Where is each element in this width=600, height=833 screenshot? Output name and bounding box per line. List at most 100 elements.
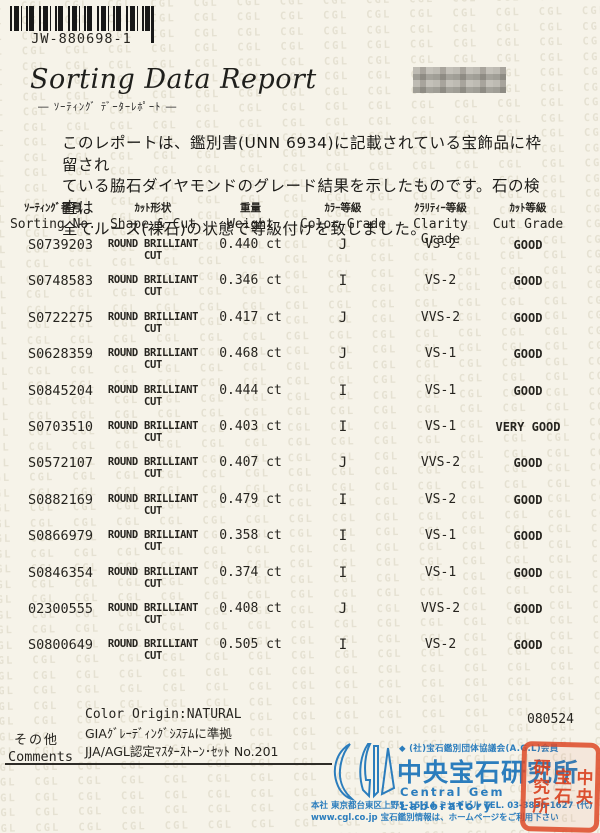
barcode-guard-bar	[151, 6, 154, 43]
cell-shape-cut: ROUND BRILLIANT CUT	[107, 601, 199, 626]
cell-clarity-grade: VS-2	[424, 491, 457, 507]
cell-color-grade: I	[338, 491, 348, 508]
column-header-shape-cut: ｶｯﾄ形状 Shape & Cut	[109, 202, 197, 232]
cell-weight: 0.440 ct	[219, 237, 282, 252]
cell-color-grade: J	[338, 455, 348, 472]
cell-weight: 0.417 ct	[219, 309, 282, 325]
cell-color-grade: I	[338, 418, 348, 435]
column-header-cut-grade: ｶｯﾄ等級 Cut Grade	[492, 202, 564, 232]
table-row: S0882169 ROUND BRILLIANT CUT 0.479 ct I …	[8, 492, 568, 528]
cell-shape-cut: ROUND BRILLIANT CUT	[107, 492, 199, 517]
cell-sorting-no: S0846354	[28, 564, 94, 581]
comments-label-jp: その他	[14, 733, 60, 748]
date-code: 080524	[527, 712, 574, 727]
table-body: S0739203 ROUND BRILLIANT CUT 0.440 ct J …	[8, 237, 568, 674]
cell-clarity-grade: VS-1	[424, 528, 457, 544]
lab-name-jp: 中央宝石研究所	[397, 758, 580, 787]
cell-color-grade: I	[338, 528, 348, 545]
cell-cut-grade: GOOD	[513, 310, 543, 325]
cell-cut-grade: GOOD	[513, 601, 543, 616]
table-row: S0800649 ROUND BRILLIANT CUT 0.505 ct I …	[8, 637, 568, 673]
cell-shape-cut: ROUND BRILLIANT CUT	[107, 456, 199, 481]
comments-label-en: Comments	[8, 749, 74, 765]
column-header-weight: 重量 Weight	[227, 202, 274, 232]
cell-cut-grade: GOOD	[513, 383, 543, 398]
intro-line: このレポートは、鑑別書(UNN 6934)に記載されている宝飾品に枠留され	[62, 134, 542, 174]
cell-weight: 0.358 ct	[219, 528, 282, 544]
table-header-row: ｿｰﾃｨﾝｸﾞ番号 Sorting No. ｶｯﾄ形状 Shape & Cut …	[8, 200, 568, 247]
cell-clarity-grade: VS-2	[424, 637, 457, 653]
cell-color-grade: J	[338, 600, 348, 617]
association-line: ◆ (社)宝石鑑別団体協議会(A.G.L)会員	[399, 742, 559, 754]
cell-cut-grade: GOOD	[513, 529, 543, 544]
table-row: S0845204 ROUND BRILLIANT CUT 0.444 ct I …	[8, 383, 568, 419]
cell-sorting-no: S0866979	[28, 528, 94, 545]
column-header-sorting-no: ｿｰﾃｨﾝｸﾞ番号 Sorting No.	[9, 202, 97, 232]
cell-clarity-grade: VS-1	[424, 382, 457, 398]
page-subtitle: ― ｿｰﾃｨﾝｸﾞ ﾃﾞｰﾀｰﾚﾎﾟｰﾄ ―	[38, 101, 178, 113]
cell-color-grade: I	[338, 382, 348, 399]
association-text: (社)宝石鑑別団体協議会(A.G.L)会員	[409, 744, 559, 754]
cell-cut-grade: GOOD	[513, 347, 543, 362]
cell-clarity-grade: VVS-2	[420, 309, 461, 325]
barcode	[10, 6, 153, 31]
cell-clarity-grade: VS-2	[424, 273, 457, 289]
cell-shape-cut: ROUND BRILLIANT CUT	[107, 238, 199, 262]
cell-color-grade: J	[338, 309, 348, 326]
cell-sorting-no: 02300555	[28, 600, 94, 617]
gia-grading-note: GIAｸﾞﾚｰﾃﾞｨﾝｸﾞｼｽﾃﾑに準拠	[85, 726, 232, 741]
cell-clarity-grade: VS-2	[424, 237, 457, 252]
lab-address: 本社 東京都台東区上野5-15-14 ミヤギビル TEL. 03-3836-16…	[311, 801, 593, 811]
barcode-label: JW-880698-1	[31, 31, 132, 47]
column-header-color-grade: ｶﾗｰ等級 Color Grade	[299, 202, 387, 232]
cell-weight: 0.403 ct	[219, 418, 282, 434]
table-row: S0846354 ROUND BRILLIANT CUT 0.374 ct I …	[8, 565, 568, 601]
cell-sorting-no: S0703510	[28, 418, 94, 435]
cell-cut-grade: GOOD	[513, 492, 543, 507]
table-row: S0739203 ROUND BRILLIANT CUT 0.440 ct J …	[8, 237, 568, 273]
cell-color-grade: J	[338, 237, 348, 253]
cell-shape-cut: ROUND BRILLIANT CUT	[107, 638, 199, 663]
cell-weight: 0.505 ct	[219, 637, 282, 653]
cell-sorting-no: S0748583	[28, 273, 94, 290]
cell-weight: 0.408 ct	[219, 600, 282, 616]
seal-column: 宝石	[550, 767, 572, 807]
table-row: S0703510 ROUND BRILLIANT CUT 0.403 ct I …	[8, 419, 568, 455]
lab-name-en: Central Gem Laboratory	[400, 785, 505, 813]
cell-shape-cut: ROUND BRILLIANT CUT	[107, 383, 199, 408]
cell-shape-cut: ROUND BRILLIANT CUT	[107, 347, 199, 372]
column-header-clarity-grade: ｸﾗﾘﾃｨｰ等級 Clarity Grade	[413, 202, 468, 247]
cell-cut-grade: GOOD	[513, 274, 543, 289]
cell-clarity-grade: VS-1	[424, 418, 457, 434]
cell-sorting-no: S0800649	[28, 637, 94, 654]
cell-shape-cut: ROUND BRILLIANT CUT	[107, 565, 199, 590]
red-lab-seal: 中央 宝石 研究所	[519, 740, 600, 833]
cell-weight: 0.479 ct	[219, 491, 282, 507]
agl-diamond-icon: ◆	[399, 744, 406, 754]
cell-shape-cut: ROUND BRILLIANT CUT	[107, 310, 199, 335]
cell-sorting-no: S0845204	[28, 382, 94, 399]
cell-shape-cut: ROUND BRILLIANT CUT	[107, 419, 199, 444]
seal-column: 中央	[571, 768, 593, 807]
page-title: Sorting Data Report	[30, 64, 317, 95]
cell-shape-cut: ROUND BRILLIANT CUT	[107, 274, 199, 299]
cell-sorting-no: S0628359	[28, 346, 94, 363]
cell-sorting-no: S0572107	[28, 455, 94, 472]
cell-weight: 0.346 ct	[219, 273, 282, 289]
cell-clarity-grade: VVS-2	[420, 455, 461, 471]
table-row: 02300555 ROUND BRILLIANT CUT 0.408 ct J …	[8, 601, 568, 637]
cell-weight: 0.374 ct	[219, 564, 282, 580]
comments-underline	[5, 763, 332, 765]
table-row: S0748583 ROUND BRILLIANT CUT 0.346 ct I …	[8, 273, 568, 309]
intro-line: ている脇石ダイヤモンドのグレード結果を示したものです。石の検査は	[62, 177, 540, 217]
cell-weight: 0.407 ct	[219, 455, 282, 471]
table-row: S0572107 ROUND BRILLIANT CUT 0.407 ct J …	[8, 455, 568, 491]
table-row: S0628359 ROUND BRILLIANT CUT 0.468 ct J …	[8, 346, 568, 382]
table-row: S0866979 ROUND BRILLIANT CUT 0.358 ct I …	[8, 528, 568, 564]
cell-color-grade: I	[338, 637, 348, 654]
cell-cut-grade: GOOD	[513, 565, 543, 580]
seal-column: 研究所	[528, 757, 550, 816]
cell-color-grade: I	[338, 564, 348, 581]
intro-line: 全てルース(裸石)の状態で等級付けを致しました。	[62, 220, 427, 238]
color-origin-note: Color Origin:NATURAL	[85, 707, 242, 722]
